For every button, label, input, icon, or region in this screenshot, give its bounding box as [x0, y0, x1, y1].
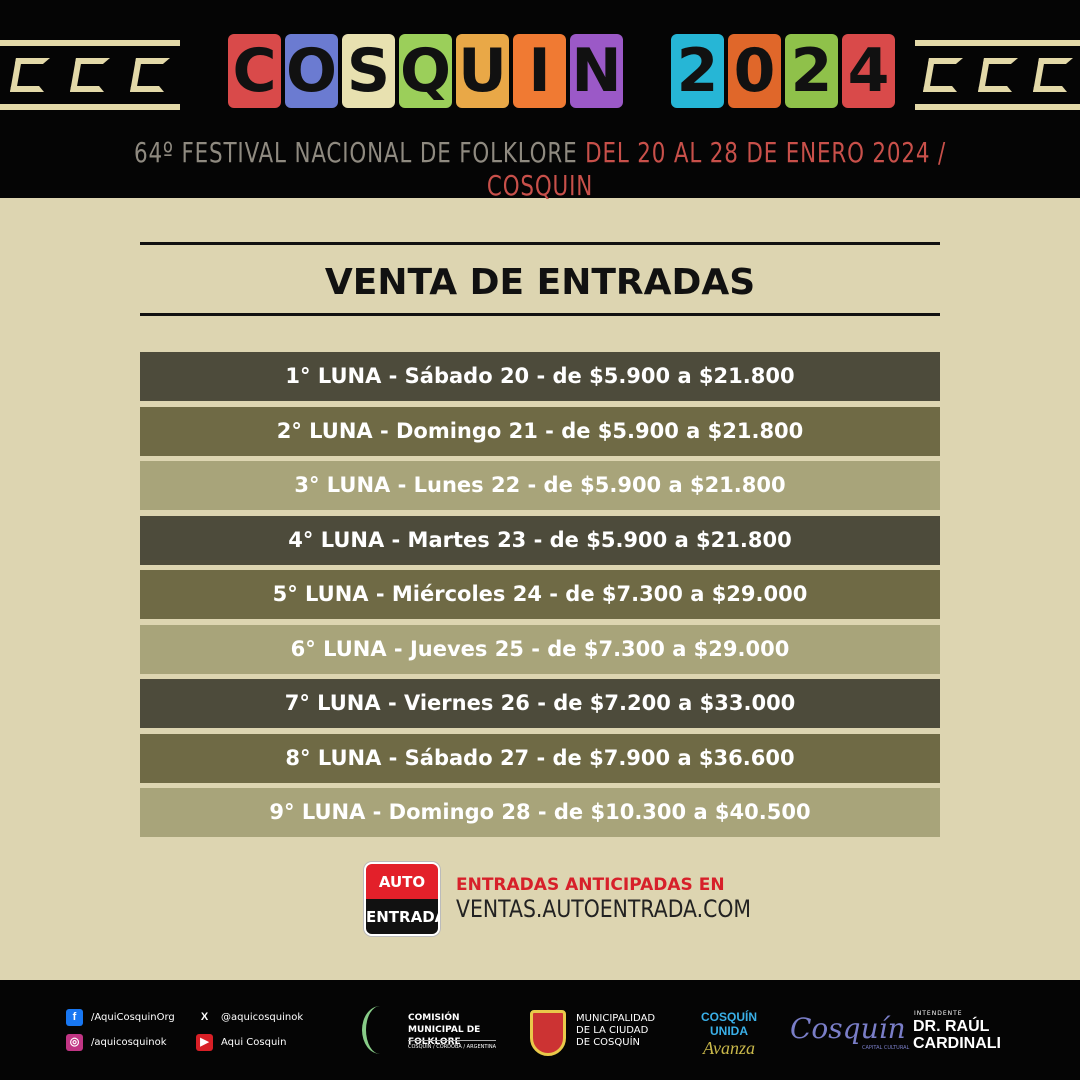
facebook-icon: f [66, 1009, 83, 1026]
logo-letter: 2 [671, 34, 724, 108]
youtube-link[interactable]: Aqui Cosquin [221, 1037, 287, 1048]
instagram-icon: ◎ [66, 1034, 83, 1051]
promo-url[interactable]: VENTAS.AUTOENTRADA.COM [456, 895, 752, 923]
instagram-link[interactable]: /aquicosquinok [91, 1037, 167, 1048]
intendente-label: INTENDENTE [914, 1010, 963, 1017]
logo-letter: C [228, 34, 281, 108]
price-row: 2° LUNA - Domingo 21 - de $5.900 a $21.8… [140, 406, 940, 456]
intendente-name: DR. RAÚL CARDINALI [913, 1018, 1001, 1052]
divider-bottom [140, 313, 940, 316]
intendente-name-2: CARDINALI [913, 1035, 1001, 1052]
price-row: 3° LUNA - Lunes 22 - de $5.900 a $21.800 [140, 461, 940, 510]
youtube-icon: ▶ [196, 1034, 213, 1051]
unida-line-1: COSQUÍN [700, 1010, 757, 1024]
logo-gap [627, 34, 667, 108]
autoentrada-promo: AUTO ENTRADA ENTRADAS ANTICIPADAS EN VEN… [364, 862, 803, 936]
logo-letter: O [285, 34, 338, 108]
logo-letter: 2 [785, 34, 838, 108]
x-icon: X [200, 1011, 209, 1023]
unida-line-3: Avanza [703, 1038, 755, 1058]
comision-sub: COSQUÍN / CÓRDOBA / ARGENTINA [408, 1040, 497, 1053]
price-row: 4° LUNA - Martes 23 - de $5.900 a $21.80… [140, 515, 940, 565]
festival-name: 64º FESTIVAL NACIONAL DE FOLKLORE [133, 136, 578, 169]
ticket-price-list: 1° LUNA - Sábado 20 - de $5.900 a $21.80… [140, 352, 940, 843]
footer: f/AquiCosquinOrg X @aquicosquinok ◎ /aquic… [0, 980, 1080, 1080]
dancer-icon [362, 1006, 398, 1054]
comision-logo: COMISIÓN MUNICIPAL DE FOLKLORE [408, 1013, 481, 1047]
cosquin-unida-logo: COSQUÍN UNIDA Avanza [690, 1010, 768, 1059]
price-row: 9° LUNA - Domingo 28 - de $10.300 a $40.… [140, 788, 940, 837]
festival-dates: DEL 20 AL 28 DE ENERO 2024 / COSQUIN [486, 136, 947, 202]
logo-letter: N [570, 34, 623, 108]
logo-letter: I [513, 34, 566, 108]
logo-top: AUTO [366, 864, 438, 899]
intendente-name-1: DR. RAÚL [913, 1018, 990, 1035]
price-row: 8° LUNA - Sábado 27 - de $7.900 a $36.60… [140, 733, 940, 783]
logo-letter: S [342, 34, 395, 108]
price-row: 6° LUNA - Jueves 25 - de $7.300 a $29.00… [140, 624, 940, 674]
coat-of-arms-icon [530, 1010, 566, 1056]
unida-line-2: UNIDA [710, 1024, 748, 1038]
greek-fret-pattern-right [915, 40, 1080, 110]
promo-line-1: ENTRADAS ANTICIPADAS EN [456, 875, 725, 895]
price-row: 1° LUNA - Sábado 20 - de $5.900 a $21.80… [140, 352, 940, 401]
municipalidad-logo: MUNICIPALIDAD DE LA CIUDAD DE COSQUÍN [576, 1013, 656, 1048]
price-row: 7° LUNA - Viernes 26 - de $7.200 a $33.0… [140, 679, 940, 728]
capital-sub: CAPITAL CULTURAL [862, 1045, 910, 1051]
page-title: VENTA DE ENTRADAS [324, 262, 756, 303]
logo-letter: 0 [728, 34, 781, 108]
greek-fret-pattern-left [0, 40, 180, 110]
autoentrada-logo: AUTO ENTRADA [364, 862, 440, 936]
logo-letter: U [456, 34, 509, 108]
cosquin-capital-logo: Cosquín [790, 1012, 906, 1045]
divider-top [140, 242, 940, 245]
logo-letter: 4 [842, 34, 895, 108]
facebook-link[interactable]: /AquiCosquinOrg [91, 1012, 175, 1023]
logo-bottom: ENTRADA [366, 899, 438, 934]
logo-letter: Q [399, 34, 452, 108]
x-link[interactable]: @aquicosquinok [221, 1012, 304, 1023]
festival-subtitle: 64º FESTIVAL NACIONAL DE FOLKLORE DEL 20… [81, 136, 999, 202]
price-row: 5° LUNA - Miércoles 24 - de $7.300 a $29… [140, 570, 940, 619]
